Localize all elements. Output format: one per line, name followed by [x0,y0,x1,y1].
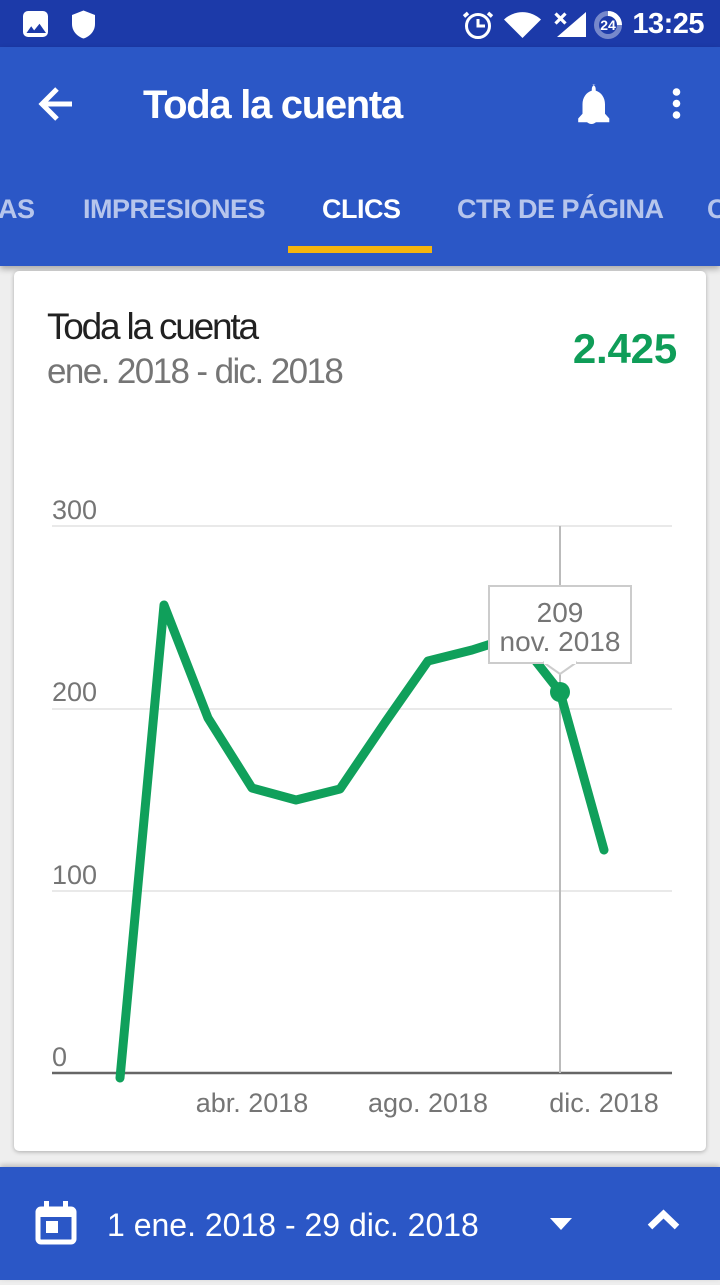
svg-text:24: 24 [600,17,616,33]
svg-text:0: 0 [52,1042,67,1072]
svg-text:ago. 2018: ago. 2018 [368,1088,488,1118]
svg-text:13:25: 13:25 [632,8,704,40]
svg-text:200: 200 [52,677,97,707]
svg-text:209: 209 [537,597,584,628]
svg-text:100: 100 [52,860,97,890]
svg-text:300: 300 [52,495,97,525]
svg-text:nov. 2018: nov. 2018 [500,626,621,657]
svg-text:dic. 2018: dic. 2018 [549,1088,659,1118]
svg-text:abr. 2018: abr. 2018 [196,1088,309,1118]
